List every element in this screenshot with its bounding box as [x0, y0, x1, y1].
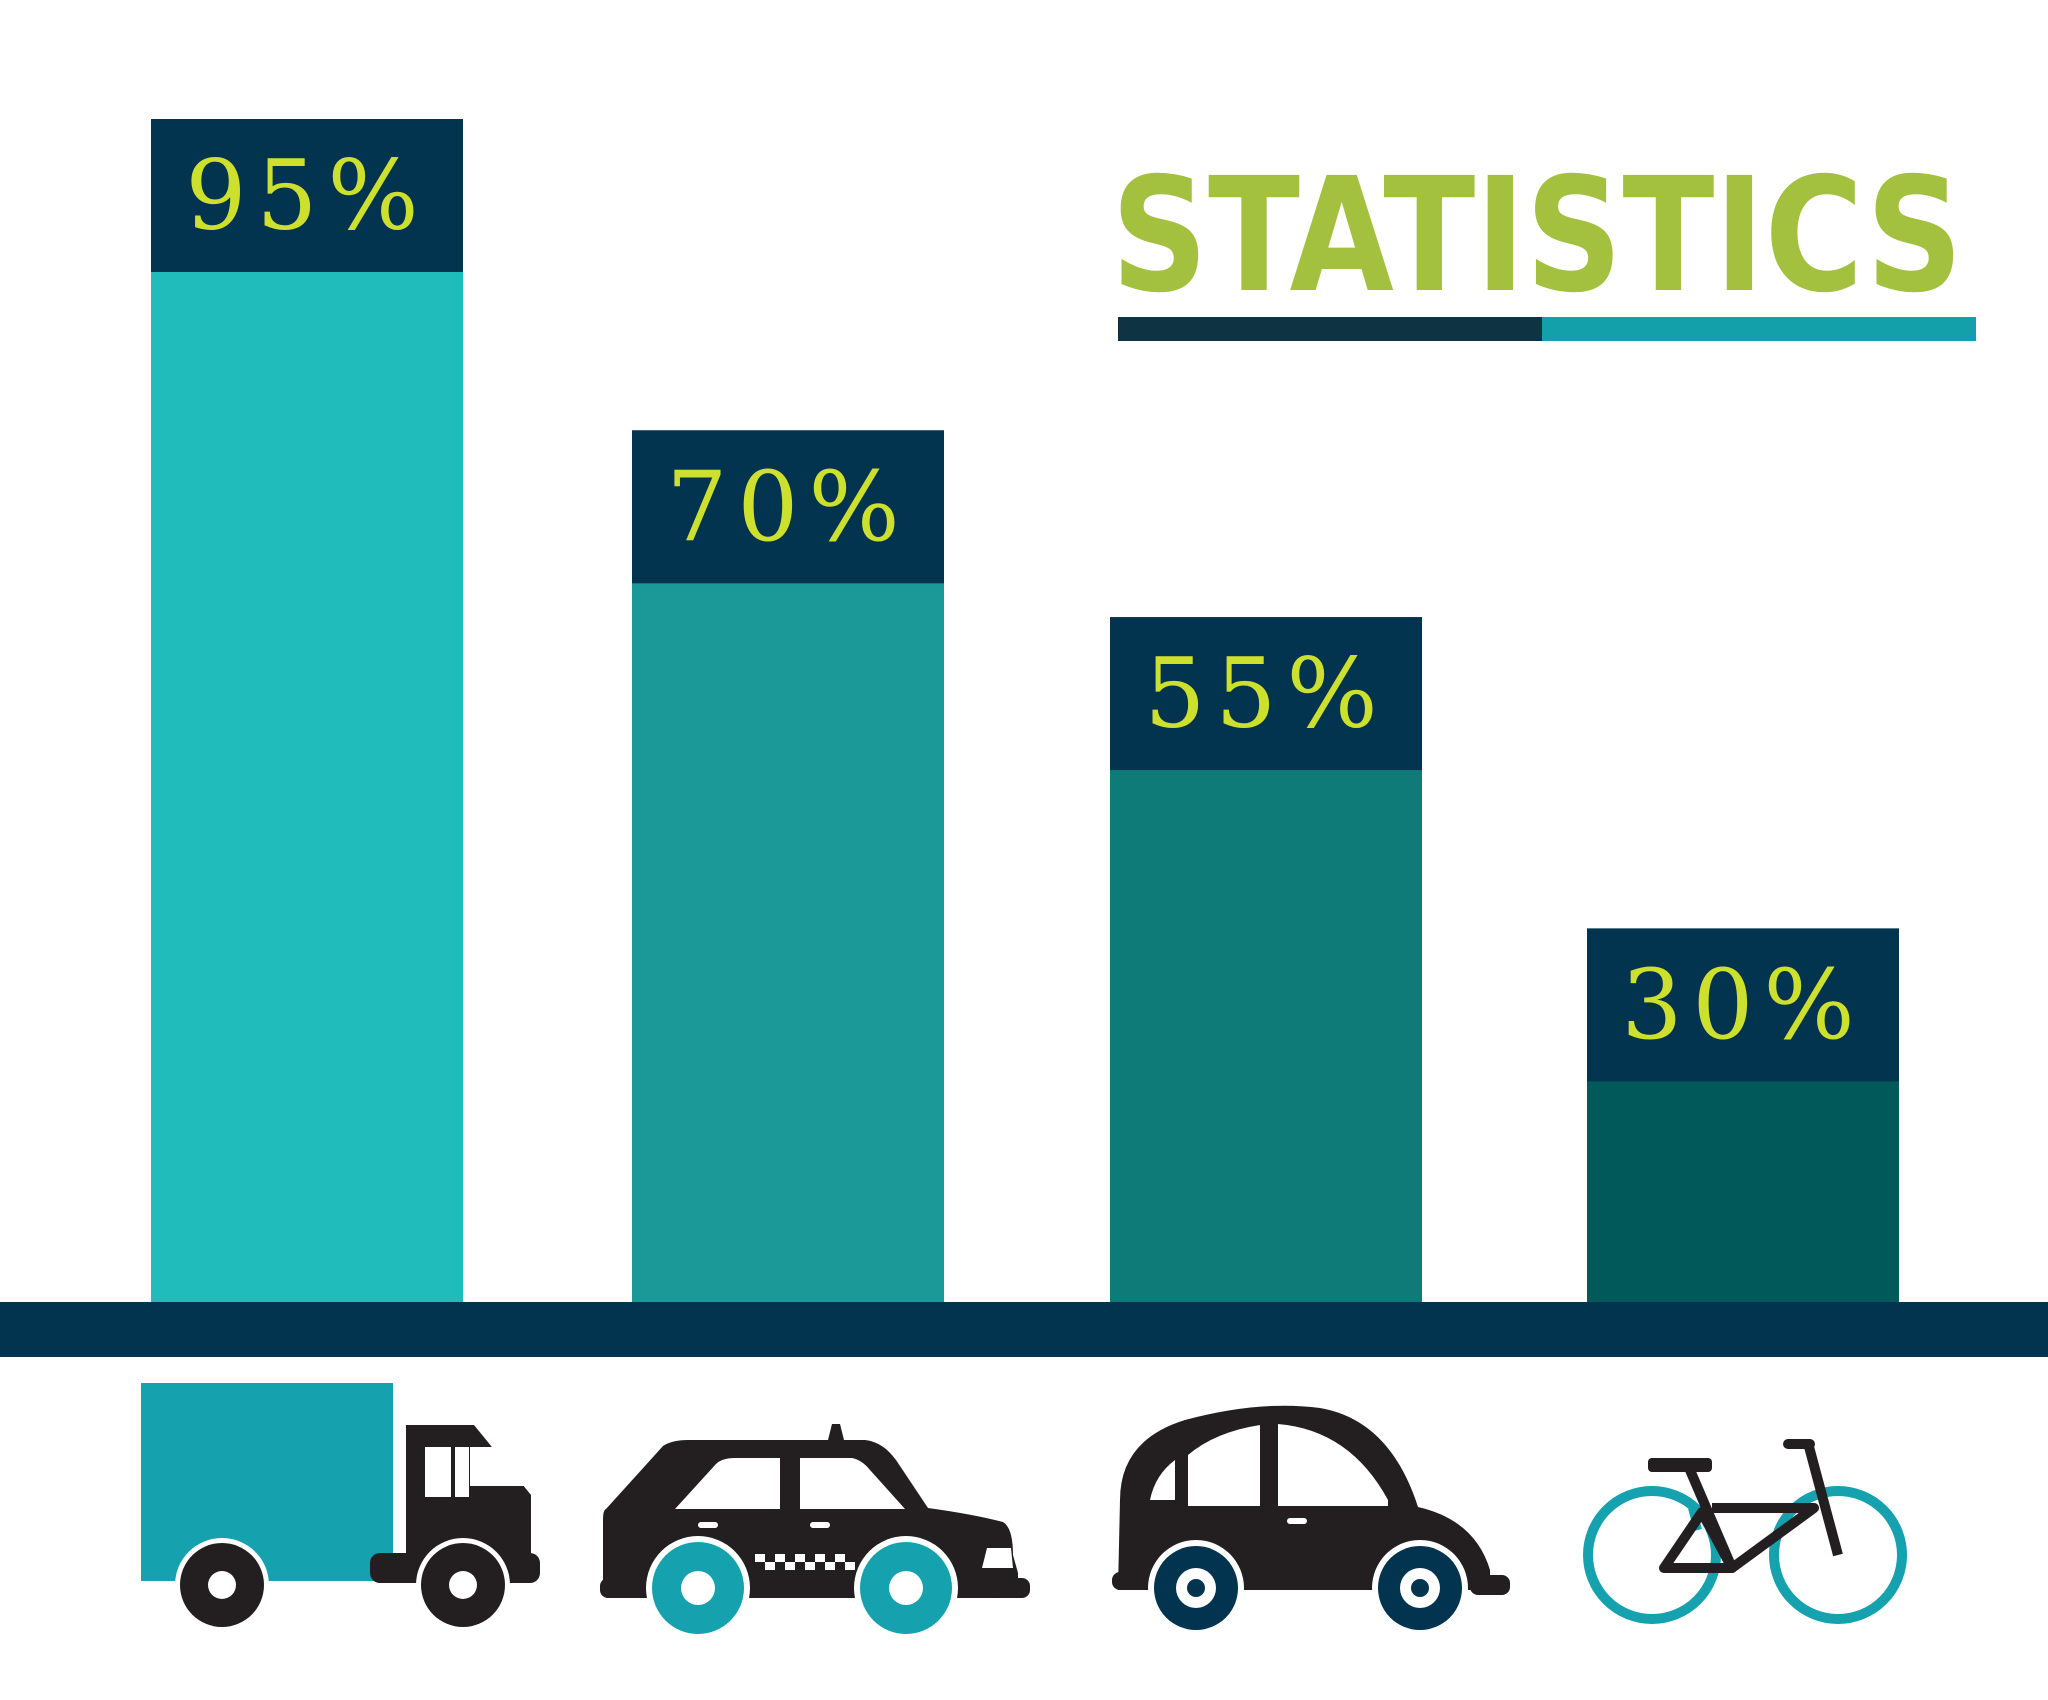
bar-taxi: 70%: [632, 430, 944, 1302]
title-underline-dark: [1118, 317, 1542, 341]
truck-icon: [141, 1383, 540, 1632]
car-icon: [1112, 1405, 1510, 1636]
bicycle-icon: [1583, 1439, 1907, 1624]
bar-label-box: [632, 430, 944, 584]
bars-group: 95% 70% 55% 30%: [151, 119, 1899, 1302]
bar-label-box: [151, 119, 463, 272]
bar-body: [151, 119, 463, 1302]
bar-value-label: 95%: [185, 140, 428, 252]
chart-title: STATISTICS: [1111, 144, 1963, 328]
bar-car: 55%: [1110, 617, 1422, 1302]
taxi-icon: [600, 1424, 1030, 1640]
bar-label-box: [1110, 617, 1422, 771]
chart-baseline: [0, 1302, 2048, 1357]
bar-value-label: 70%: [666, 451, 909, 563]
title-underline: [1118, 317, 1976, 341]
bar-label-box: [1587, 928, 1899, 1082]
title-underline-teal: [1542, 317, 1976, 341]
bar-bicycle: 30%: [1587, 928, 1899, 1302]
bar-truck: 95%: [151, 119, 463, 1302]
bar-value-label: 55%: [1144, 638, 1387, 750]
bar-value-label: 30%: [1621, 949, 1864, 1061]
